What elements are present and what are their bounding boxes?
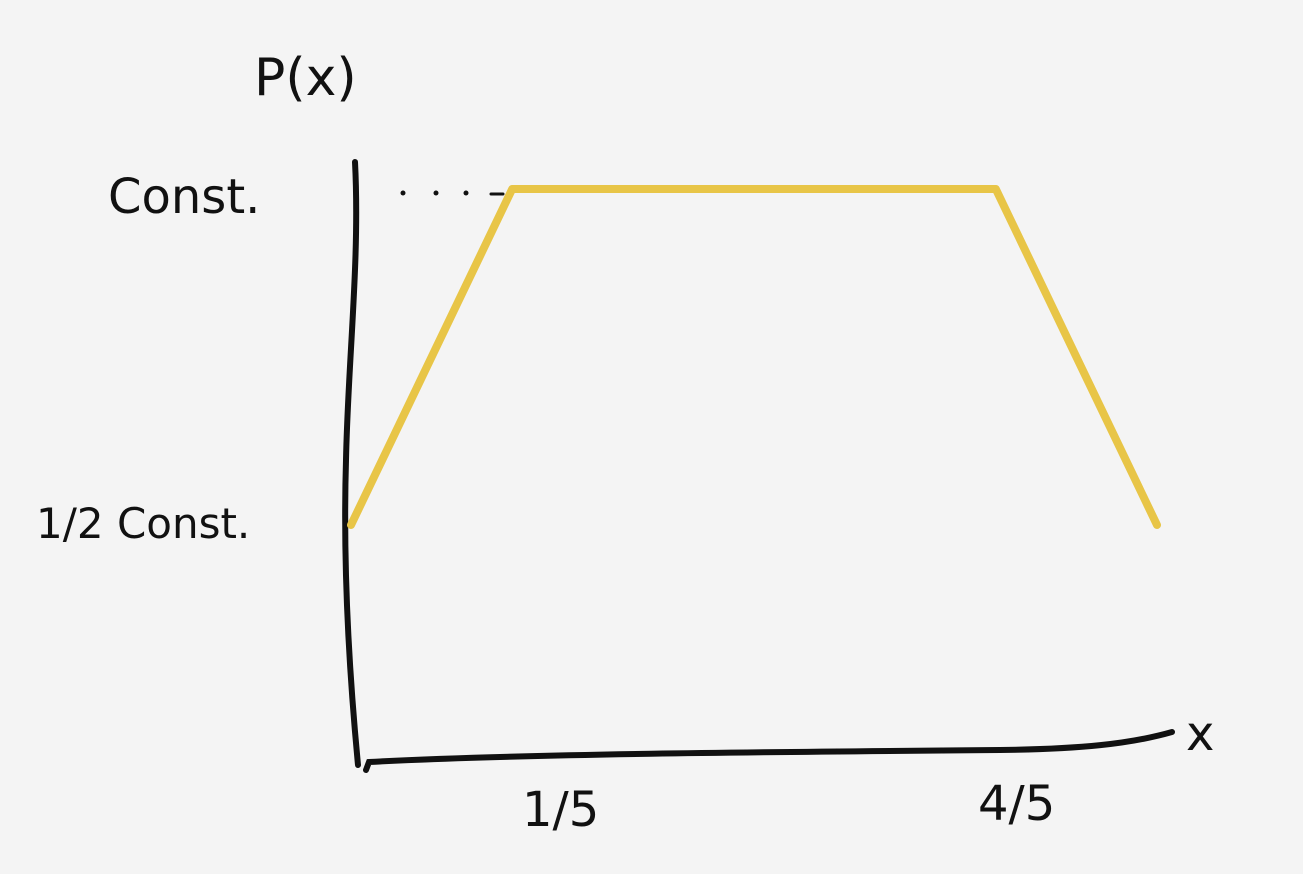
x-axis bbox=[363, 729, 1175, 773]
y-axis bbox=[342, 159, 361, 768]
y-tick-label-half-const: 1/2 Const. bbox=[36, 499, 250, 548]
x-tick-label-4-5: 4/5 bbox=[978, 776, 1055, 832]
x-axis-label: x bbox=[1186, 706, 1214, 762]
x-tick-label-1-5: 1/5 bbox=[522, 782, 599, 838]
y-axis-label: P(x) bbox=[254, 48, 357, 108]
y-tick-label-const: Const. bbox=[108, 169, 260, 225]
series-line bbox=[347, 185, 1161, 529]
